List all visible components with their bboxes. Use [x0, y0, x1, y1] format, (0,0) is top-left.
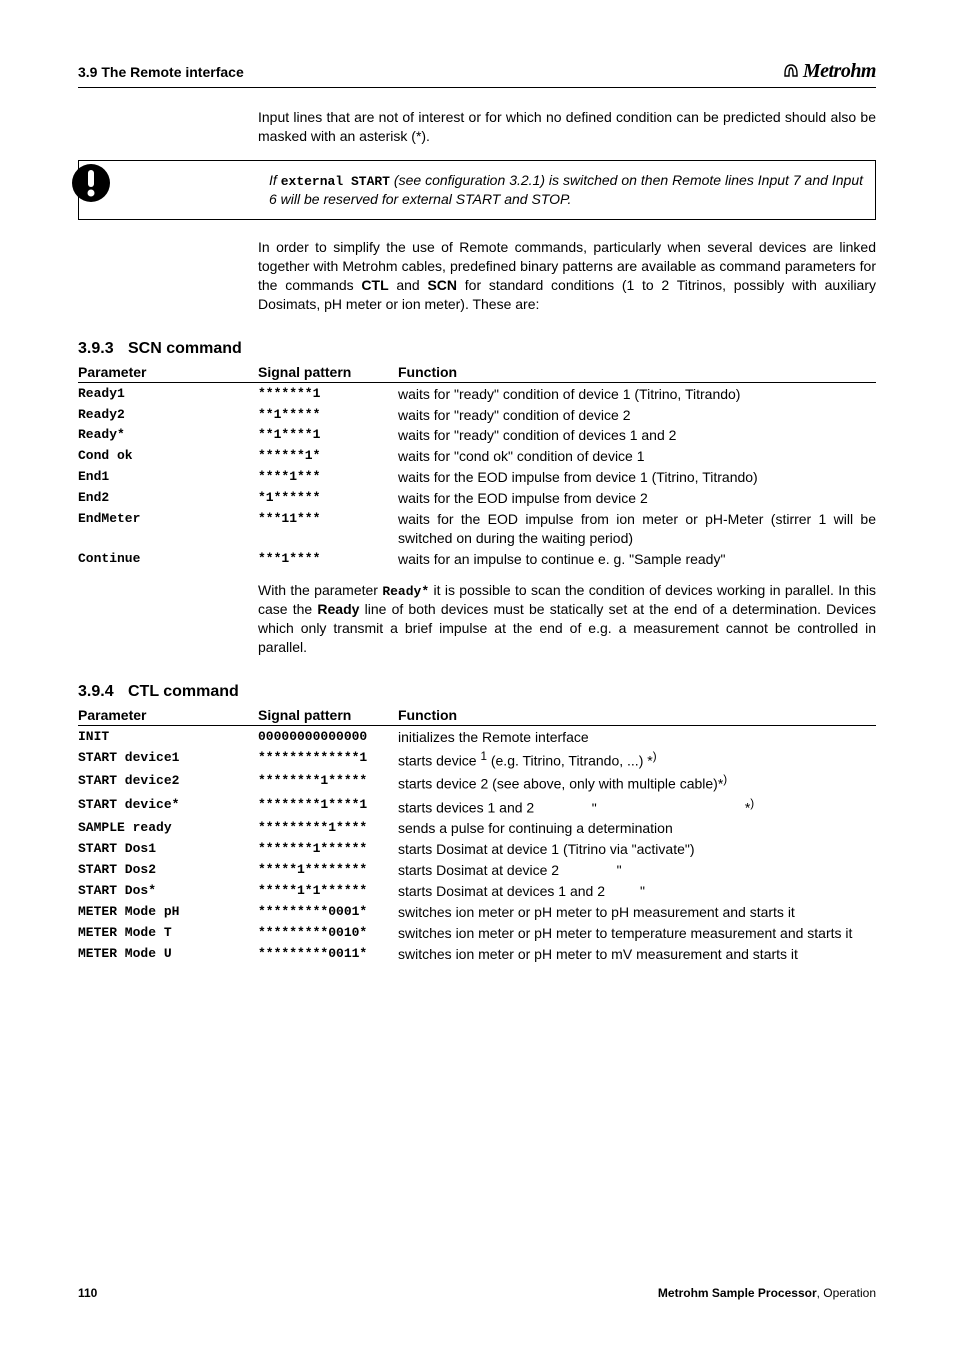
function-cell: waits for "ready" condition of devices 1…	[398, 426, 876, 445]
function-cell: starts Dosimat at device 2"	[398, 861, 876, 880]
table-row: METER Mode U*********0011*switches ion m…	[78, 945, 876, 964]
signal-cell: *****1********	[258, 861, 398, 879]
function-cell: switches ion meter or pH meter to pH mea…	[398, 903, 876, 922]
section-394-heading: 3.9.4CTL command	[78, 683, 876, 701]
function-cell: waits for "ready" condition of device 2	[398, 406, 876, 425]
table-row: METER Mode T*********0010*switches ion m…	[78, 924, 876, 943]
table-row: End2*1******waits for the EOD impulse fr…	[78, 489, 876, 508]
param-cell: START Dos*	[78, 882, 258, 900]
signal-cell: *1******	[258, 489, 398, 507]
function-cell: waits for the EOD impulse from device 1 …	[398, 468, 876, 487]
table-row: START Dos******1*1******starts Dosimat a…	[78, 882, 876, 901]
code-external-start: external START	[281, 174, 390, 189]
signal-cell: ******1*	[258, 447, 398, 465]
function-cell: starts devices 1 and 2"*)	[398, 796, 876, 818]
ohm-icon	[781, 61, 801, 84]
signal-cell: *******1	[258, 385, 398, 403]
signal-cell: **1*****	[258, 406, 398, 424]
signal-cell: *********0001*	[258, 903, 398, 921]
param-cell: SAMPLE ready	[78, 819, 258, 837]
function-cell: sends a pulse for continuing a determina…	[398, 819, 876, 838]
function-cell: starts Dosimat at devices 1 and 2"	[398, 882, 876, 901]
header-section-title: 3.9 The Remote interface	[78, 64, 244, 80]
param-cell: EndMeter	[78, 510, 258, 528]
ctl-table-header: Parameter Signal pattern Function	[78, 707, 876, 726]
function-cell: starts Dosimat at device 1 (Titrino via …	[398, 840, 876, 859]
page-header: 3.9 The Remote interface Metrohm	[78, 60, 876, 88]
table-row: Cond ok******1*waits for "cond ok" condi…	[78, 447, 876, 466]
function-cell: waits for "ready" condition of device 1 …	[398, 385, 876, 404]
signal-cell: *********0011*	[258, 945, 398, 963]
table-row: START device2********1*****starts device…	[78, 772, 876, 794]
intro-paragraph: Input lines that are not of interest or …	[258, 108, 876, 146]
signal-cell: ********1*****	[258, 772, 398, 790]
ctl-table-body: INIT00000000000000initializes the Remote…	[78, 728, 876, 964]
signal-cell: ***11***	[258, 510, 398, 528]
signal-cell: *********0010*	[258, 924, 398, 942]
function-cell: switches ion meter or pH meter to mV mea…	[398, 945, 876, 964]
function-cell: waits for an impulse to continue e. g. "…	[398, 550, 876, 569]
signal-cell: **1****1	[258, 426, 398, 444]
signal-cell: *********1****	[258, 819, 398, 837]
signal-cell: ****1***	[258, 468, 398, 486]
table-row: Ready2**1*****waits for "ready" conditio…	[78, 406, 876, 425]
function-cell: initializes the Remote interface	[398, 728, 876, 747]
signal-cell: ********1****1	[258, 796, 398, 814]
section-393-heading: 3.9.3SCN command	[78, 340, 876, 358]
param-cell: Continue	[78, 550, 258, 568]
page-number: 110	[78, 1286, 97, 1300]
table-row: START Dos2*****1********starts Dosimat a…	[78, 861, 876, 880]
commands-paragraph: In order to simplify the use of Remote c…	[258, 238, 876, 314]
param-cell: Ready*	[78, 426, 258, 444]
param-cell: START device2	[78, 772, 258, 790]
table-row: SAMPLE ready*********1****sends a pulse …	[78, 819, 876, 838]
param-cell: METER Mode U	[78, 945, 258, 963]
param-cell: Ready2	[78, 406, 258, 424]
param-cell: START Dos1	[78, 840, 258, 858]
footer-right: Metrohm Sample Processor, Operation	[658, 1286, 876, 1300]
table-row: End1****1***waits for the EOD impulse fr…	[78, 468, 876, 487]
table-row: Ready***1****1waits for "ready" conditio…	[78, 426, 876, 445]
signal-cell: *****1*1******	[258, 882, 398, 900]
page-footer: 110 Metrohm Sample Processor, Operation	[78, 1286, 876, 1300]
table-row: START device1*************1starts device…	[78, 749, 876, 771]
param-cell: Ready1	[78, 385, 258, 403]
param-cell: START device*	[78, 796, 258, 814]
signal-cell: 00000000000000	[258, 728, 398, 746]
signal-cell: *******1******	[258, 840, 398, 858]
note-text: If external START (see configuration 3.2…	[269, 171, 863, 209]
param-cell: End1	[78, 468, 258, 486]
scn-paragraph: With the parameter Ready* it is possible…	[258, 581, 876, 657]
table-row: Continue***1****waits for an impulse to …	[78, 550, 876, 569]
scn-table-body: Ready1*******1waits for "ready" conditio…	[78, 385, 876, 569]
table-row: START Dos1*******1******starts Dosimat a…	[78, 840, 876, 859]
brand-logo: Metrohm	[781, 60, 876, 84]
param-cell: METER Mode pH	[78, 903, 258, 921]
function-cell: starts device 2 (see above, only with mu…	[398, 772, 876, 794]
exclaim-icon	[70, 162, 112, 207]
table-row: EndMeter***11***waits for the EOD impuls…	[78, 510, 876, 548]
table-row: Ready1*******1waits for "ready" conditio…	[78, 385, 876, 404]
scn-table-header: Parameter Signal pattern Function	[78, 364, 876, 383]
function-cell: waits for the EOD impulse from device 2	[398, 489, 876, 508]
param-cell: METER Mode T	[78, 924, 258, 942]
param-cell: Cond ok	[78, 447, 258, 465]
param-cell: START device1	[78, 749, 258, 767]
signal-cell: *************1	[258, 749, 398, 767]
table-row: METER Mode pH*********0001*switches ion …	[78, 903, 876, 922]
function-cell: switches ion meter or pH meter to temper…	[398, 924, 876, 943]
param-cell: START Dos2	[78, 861, 258, 879]
table-row: START device*********1****1starts device…	[78, 796, 876, 818]
table-row: INIT00000000000000initializes the Remote…	[78, 728, 876, 747]
function-cell: waits for "cond ok" condition of device …	[398, 447, 876, 466]
param-cell: INIT	[78, 728, 258, 746]
note-box: If external START (see configuration 3.2…	[78, 160, 876, 220]
function-cell: waits for the EOD impulse from ion meter…	[398, 510, 876, 548]
param-cell: End2	[78, 489, 258, 507]
function-cell: starts device 1 (e.g. Titrino, Titrando,…	[398, 749, 876, 771]
signal-cell: ***1****	[258, 550, 398, 568]
